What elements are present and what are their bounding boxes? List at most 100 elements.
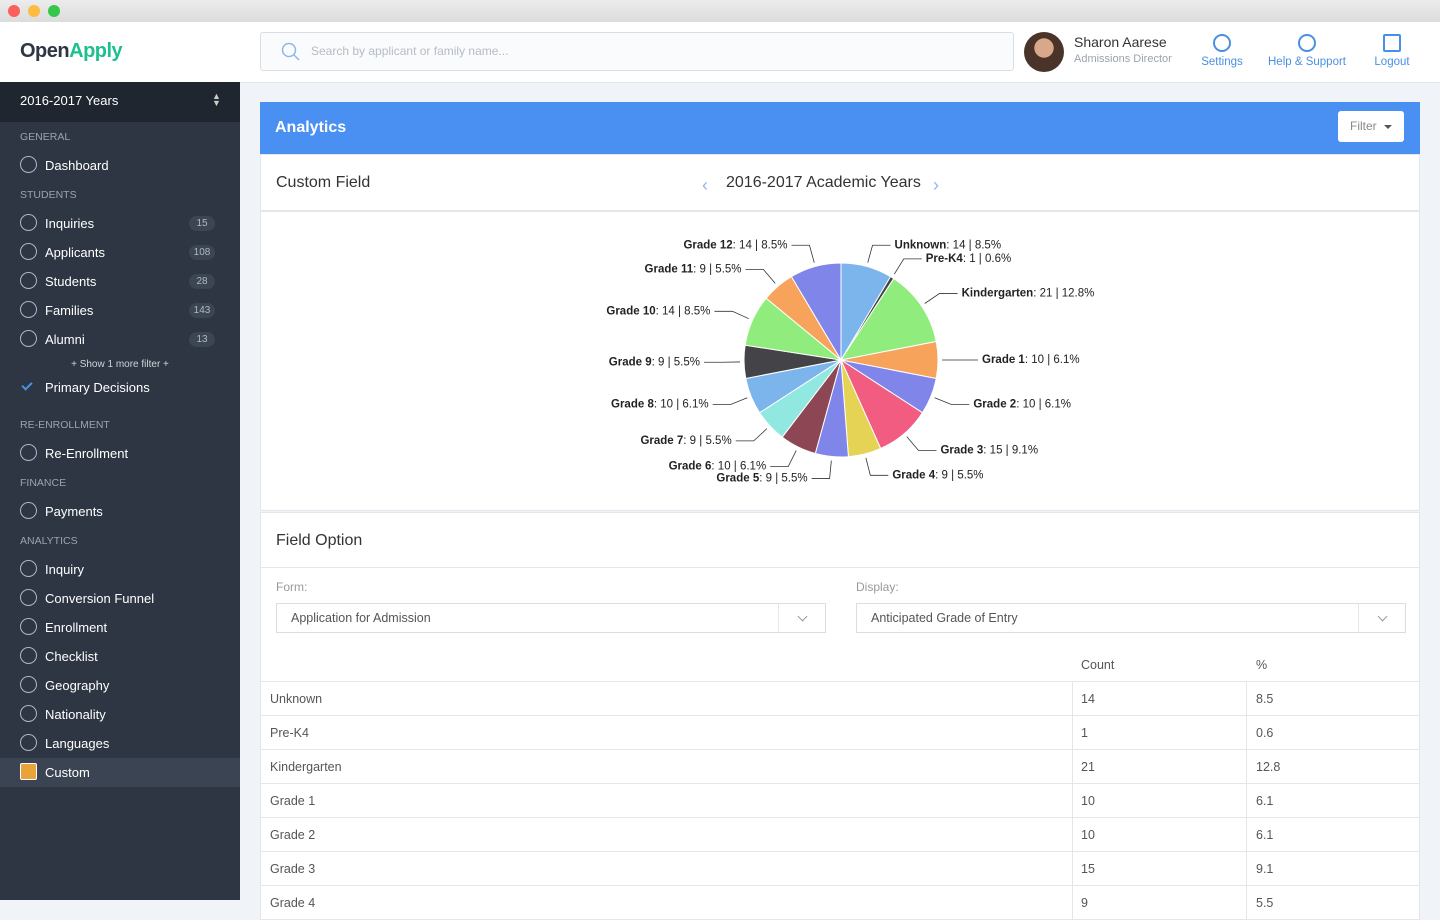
minimize-button[interactable] [28,5,40,17]
table-cell: 8.5 [1256,692,1273,706]
nav-icon [20,243,37,260]
nav-icon [20,272,37,289]
avatar[interactable] [1024,32,1064,72]
table-cell: 15 [1081,862,1095,876]
nav-item[interactable]: Checklist [0,642,240,671]
table-cell: 9 [1081,896,1088,910]
window-chrome [0,0,1440,23]
display-label: Display: [856,580,899,594]
label-category: Grade 1 [982,354,1025,366]
form-label: Form: [276,580,307,594]
prev-button[interactable]: ‹ [702,175,708,196]
label-connector [866,458,888,475]
section-title: ANALYTICS [0,526,240,555]
nav-item[interactable]: Nationality [0,700,240,729]
nav-item[interactable]: Enrollment [0,613,240,642]
period-title: 2016-2017 Academic Years [726,174,921,192]
nav-item[interactable]: Payments [0,497,240,526]
nav-icon [20,502,37,519]
close-button[interactable] [8,5,20,17]
nav-item[interactable]: Primary Decisions [0,375,240,401]
nav-item[interactable]: Families 143 [0,296,240,325]
nav-label: Conversion Funnel [45,591,154,606]
column-divider [1246,818,1247,851]
label-connector [713,398,748,405]
user-name: Sharon Aarese [1074,34,1167,50]
table-cell: 10 [1081,794,1095,808]
label-category: Grade 2 [973,399,1016,411]
column-divider [1246,716,1247,749]
nav-item[interactable]: Dashboard [0,151,240,180]
label-category: Pre-K4 [926,253,964,265]
card-title: Custom Field [276,174,370,192]
label-category: Kindergarten [962,287,1034,299]
field-option-form: Form: Application for Admission Display:… [260,567,1420,649]
filter-button[interactable]: Filter [1338,111,1404,142]
brand[interactable]: OpenApply [20,40,122,63]
data-label: Grade 8: 10 | 6.1% [611,399,709,411]
table-cell: Grade 1 [270,794,315,808]
nav-item[interactable]: Inquiry [0,555,240,584]
nav-item[interactable]: Re-Enrollment [0,439,240,468]
table-cell: 9.1 [1256,862,1273,876]
data-label: Grade 5: 9 | 5.5% [716,472,807,484]
table-cell: Kindergarten [270,760,342,774]
data-label: Kindergarten: 21 | 12.8% [962,287,1095,299]
nav-count: 143 [189,303,215,318]
nav-label: Primary Decisions [45,380,150,395]
nav-item[interactable]: Geography [0,671,240,700]
nav-label: Re-Enrollment [45,446,128,461]
nav-item[interactable]: Custom [0,758,240,787]
label-category: Grade 3 [940,444,983,456]
data-label: Grade 4: 9 | 5.5% [892,469,983,481]
form-select[interactable]: Application for Admission [276,603,826,633]
label-category: Grade 9 [609,356,652,368]
column-header: % [1256,658,1267,672]
zoom-button[interactable] [48,5,60,17]
show-more-link[interactable]: + Show 1 more filter + [0,354,240,375]
label-category: Grade 4 [892,469,935,481]
select-value: Application for Admission [291,611,431,625]
nav-icon [20,156,37,173]
table-cell: 5.5 [1256,896,1273,910]
column-divider [1072,886,1073,919]
table-cell: 1 [1081,726,1088,740]
column-divider [1246,784,1247,817]
nav-label: Inquiries [45,216,94,231]
label-connector [770,451,796,467]
label-connector [907,437,937,451]
label-value: : 14 | 8.5% [946,239,1001,251]
search-box[interactable]: Search by applicant or family name... [260,32,1014,71]
nav-count: 108 [189,245,215,260]
label-value: : 9 | 5.5% [759,472,807,484]
brand-part: Open [20,40,69,62]
label-value: : 10 | 6.1% [1025,354,1080,366]
panel-title: Analytics [275,119,346,137]
label-value: : 9 | 5.5% [652,356,700,368]
label-connector [894,259,921,274]
data-label: Grade 6: 10 | 6.1% [669,461,767,473]
nav-item[interactable]: Conversion Funnel [0,584,240,613]
logout-button[interactable]: Logout [1342,34,1440,68]
panel-header: Analytics Filter [260,102,1420,154]
nav-label: Families [45,303,93,318]
year-selector[interactable]: 2016-2017 Years▲▼ [0,82,240,122]
label-value: : 10 | 6.1% [711,461,766,473]
table-cell: 21 [1081,760,1095,774]
next-button[interactable]: › [933,175,939,196]
display-select[interactable]: Anticipated Grade of Entry [856,603,1406,633]
data-label: Pre-K4: 1 | 0.6% [926,253,1011,265]
label-category: Grade 12 [683,239,732,251]
column-divider [1072,716,1073,749]
nav-item[interactable]: Languages [0,729,240,758]
nav-icon [20,214,37,231]
label-value: : 9 | 5.5% [693,264,741,276]
chart-card: Unknown: 14 | 8.5%Pre-K4: 1 | 0.6%Kinder… [260,211,1420,511]
column-divider [1246,750,1247,783]
